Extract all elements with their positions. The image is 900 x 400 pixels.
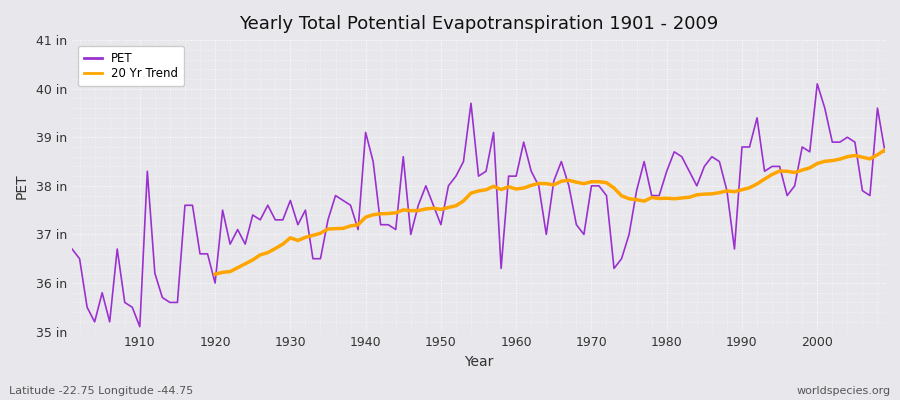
Legend: PET, 20 Yr Trend: PET, 20 Yr Trend [78,46,184,86]
20 Yr Trend [210,272,220,277]
PET [67,246,77,251]
20 Yr Trend [850,153,860,158]
PET [300,208,310,212]
PET [127,305,138,310]
20 Yr Trend [782,169,793,174]
Y-axis label: PET: PET [15,173,29,199]
Line: 20 Yr Trend: 20 Yr Trend [215,150,885,274]
Text: Latitude -22.75 Longitude -44.75: Latitude -22.75 Longitude -44.75 [9,386,194,396]
Text: worldspecies.org: worldspecies.org [796,386,891,396]
Title: Yearly Total Potential Evapotranspiration 1901 - 2009: Yearly Total Potential Evapotranspiratio… [238,15,718,33]
20 Yr Trend [879,148,890,152]
X-axis label: Year: Year [464,355,493,369]
PET [346,203,356,208]
PET [511,174,522,178]
PET [879,150,890,154]
PET [812,82,823,86]
Line: PET: PET [72,84,885,327]
PET [134,324,145,329]
PET [518,140,529,144]
20 Yr Trend [300,235,310,240]
PET [608,266,619,271]
20 Yr Trend [677,196,688,200]
20 Yr Trend [413,208,424,213]
20 Yr Trend [767,172,778,177]
